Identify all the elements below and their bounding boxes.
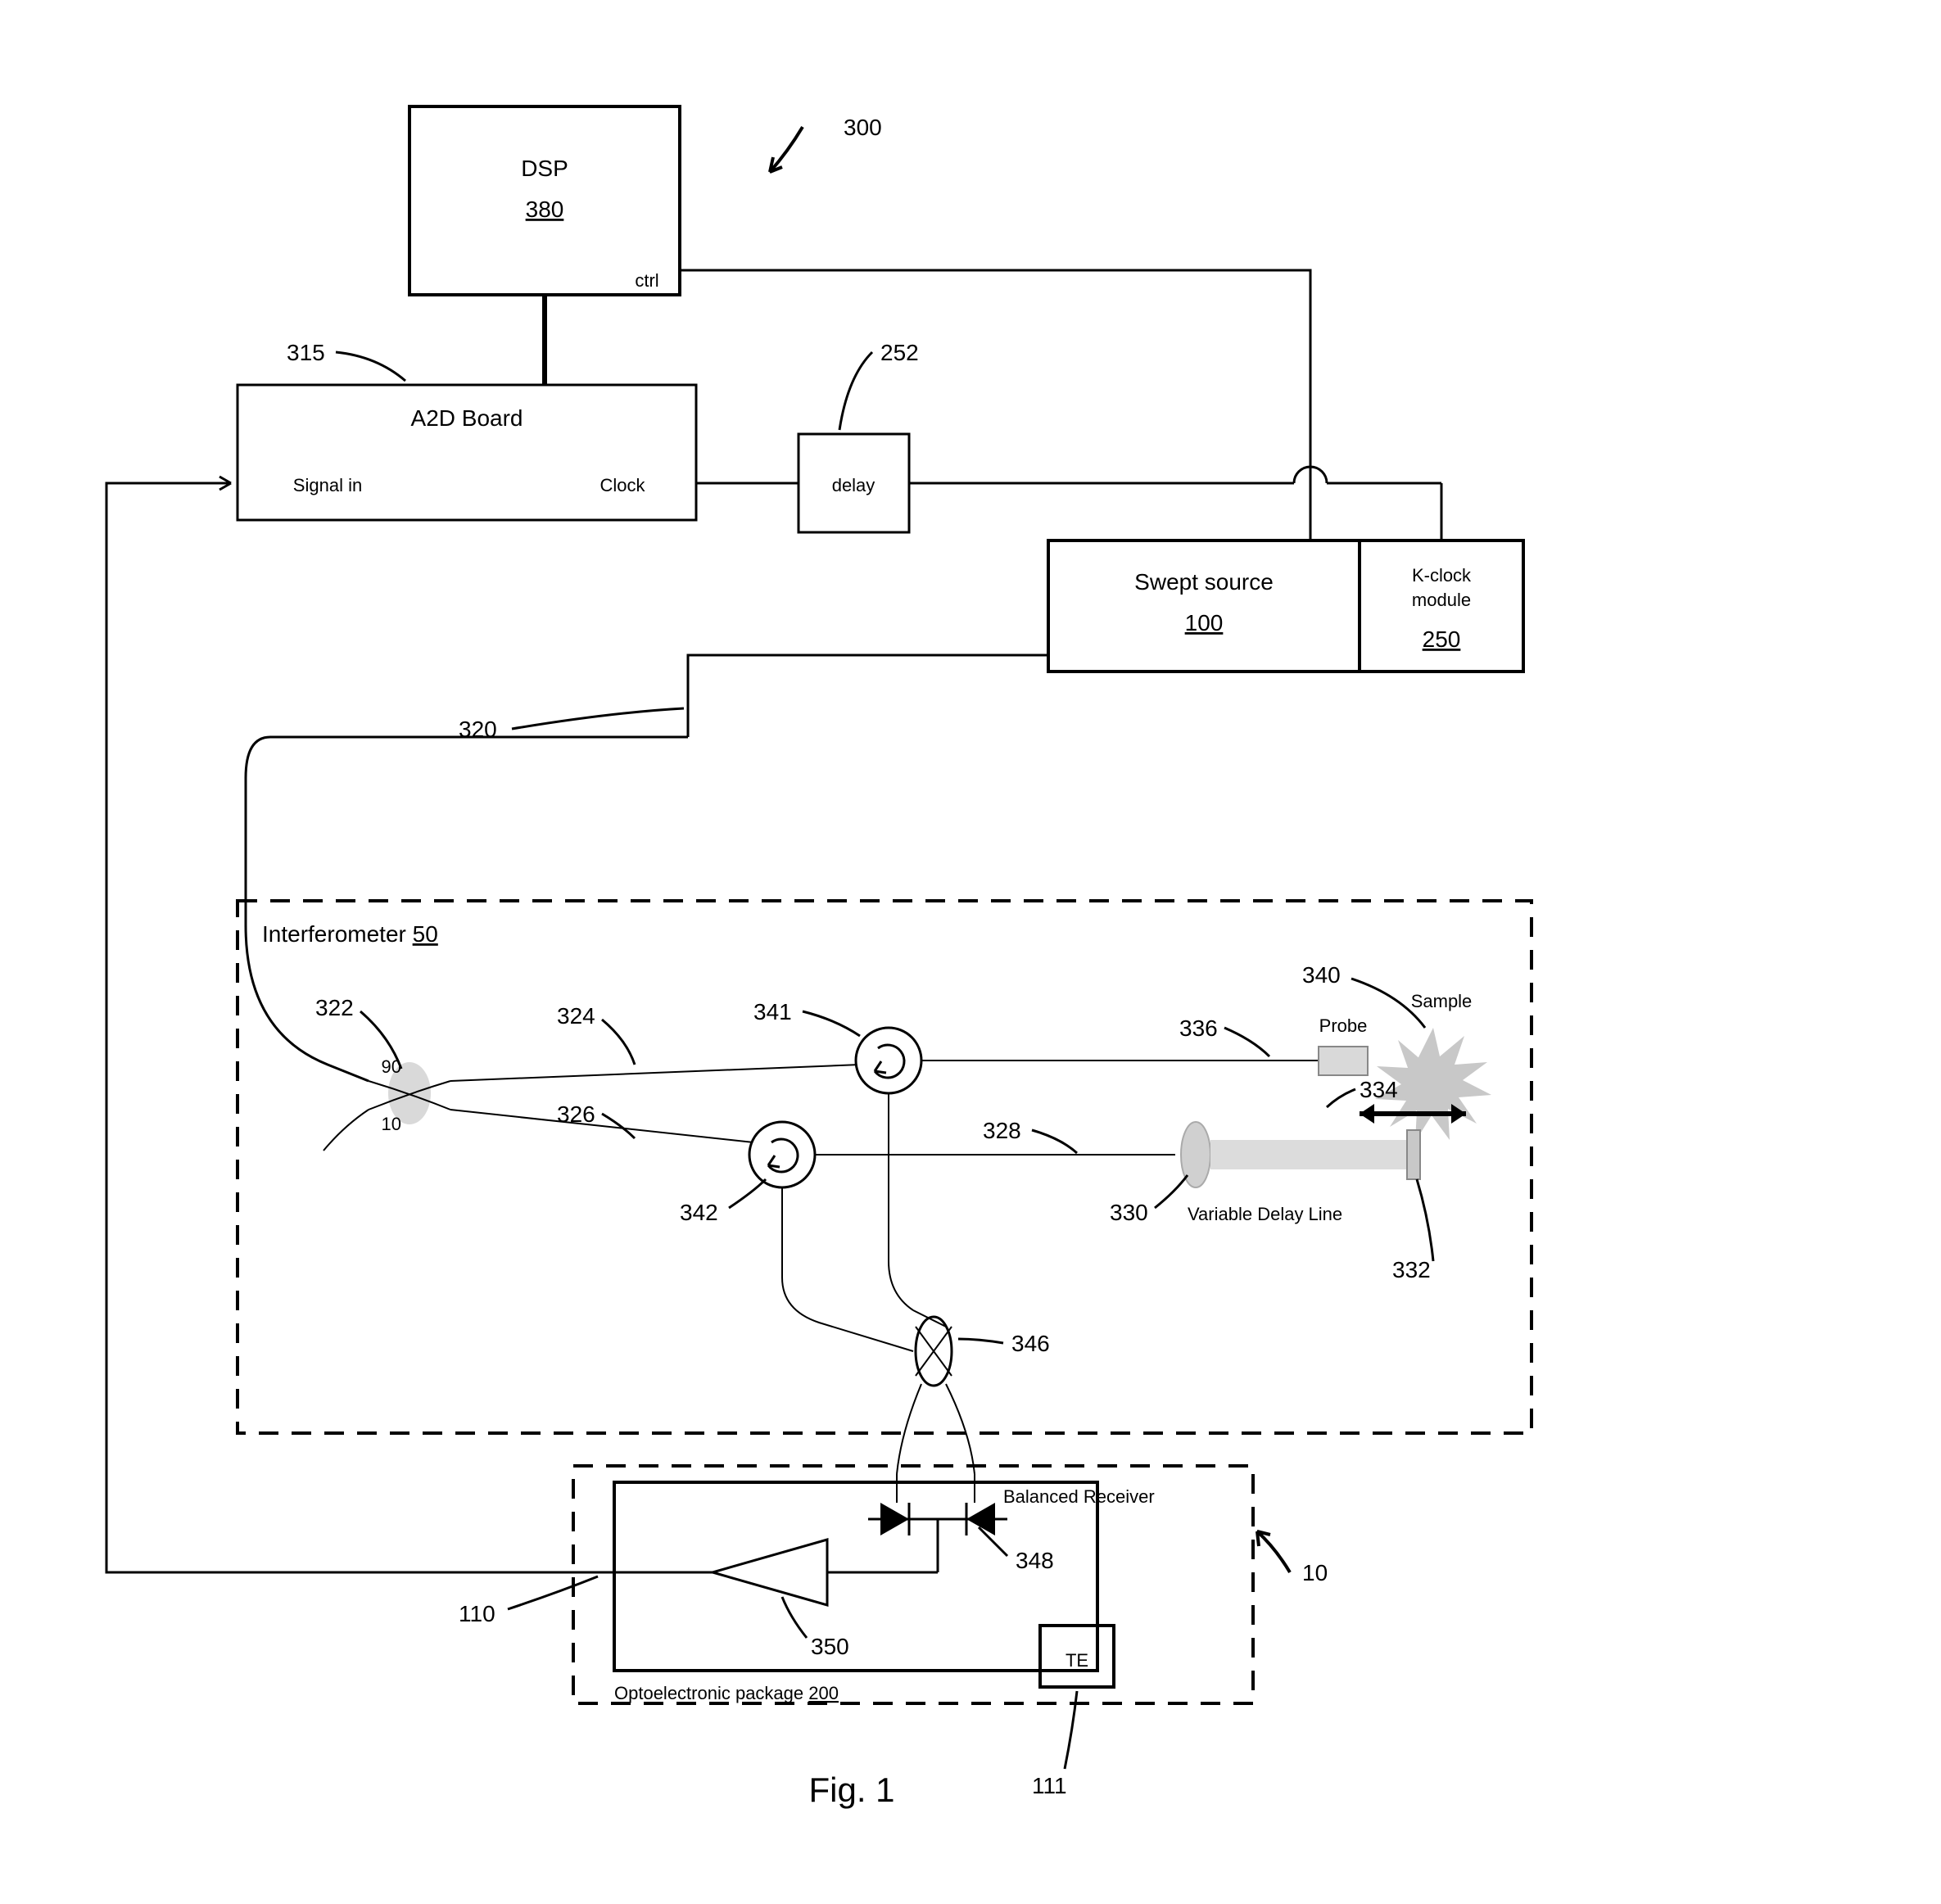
mirror-332-callout: 332 xyxy=(1392,1179,1433,1282)
a2d-board: A2D Board Signal in Clock xyxy=(238,385,696,520)
kclock-label-1: K-clock xyxy=(1412,565,1472,586)
amplifier-350 xyxy=(614,1540,827,1605)
balanced-348-ref: 348 xyxy=(1016,1548,1054,1573)
figure-label: Fig. 1 xyxy=(808,1771,894,1809)
diagram-container: DSP 380 ctrl 300 A2D Board Signal in Clo… xyxy=(0,0,1941,1904)
delay-ref-callout: 252 xyxy=(839,340,919,430)
kclock-block: K-clock module 250 xyxy=(1360,540,1523,672)
mirror-332 xyxy=(1407,1130,1420,1179)
combiner-346 xyxy=(916,1317,952,1386)
arrow-334-ref: 334 xyxy=(1360,1077,1398,1102)
kclock-ref: 250 xyxy=(1423,626,1461,652)
probe: Probe xyxy=(1319,1015,1368,1075)
ratio-bot: 10 xyxy=(382,1114,401,1134)
delay-to-kclock xyxy=(909,467,1441,540)
te-111-ref: 111 xyxy=(1032,1773,1067,1798)
amp-350-ref: 350 xyxy=(811,1634,849,1659)
ctrl-line xyxy=(680,270,1310,540)
opto-label: Optoelectronic package 200 xyxy=(614,1683,839,1703)
ctrl-label: ctrl xyxy=(635,270,658,291)
balanced-348-callout: 348 xyxy=(979,1527,1054,1573)
dsp-block: DSP 380 ctrl xyxy=(409,106,680,295)
mirror-332-ref: 332 xyxy=(1392,1257,1431,1282)
system-ref: 300 xyxy=(844,115,882,140)
opto-10-callout: 10 xyxy=(1257,1531,1328,1585)
balanced-receiver xyxy=(827,1474,1007,1572)
delay-label: delay xyxy=(832,475,875,495)
a2d-ref-callout: 315 xyxy=(287,340,405,381)
fiber-328-ref: 328 xyxy=(983,1118,1021,1143)
a2d-ref: 315 xyxy=(287,340,325,365)
delay-block: delay xyxy=(799,434,909,532)
circ341-down xyxy=(889,1093,913,1310)
circ-341-ref: 341 xyxy=(753,999,792,1024)
fiber-336-callout: 336 xyxy=(1179,1015,1269,1056)
dsp-label: DSP xyxy=(521,156,568,181)
opto-10-ref: 10 xyxy=(1302,1560,1328,1585)
sample-splat: Sample xyxy=(1375,991,1491,1142)
combiner-346-callout: 346 xyxy=(958,1331,1050,1356)
te-111-callout: 111 xyxy=(1032,1691,1077,1798)
te-block: TE xyxy=(1040,1626,1114,1687)
lens-330-ref: 330 xyxy=(1110,1200,1148,1225)
combiner-346-ref: 346 xyxy=(1011,1331,1050,1356)
interferometer-label: Interferometer 50 xyxy=(262,921,438,947)
swept-out-horizontal xyxy=(688,655,1048,712)
circ-342-callout: 342 xyxy=(680,1179,766,1225)
fiber-336-ref: 336 xyxy=(1179,1015,1218,1041)
sample-340-ref: 340 xyxy=(1302,962,1341,988)
amp-350-callout: 350 xyxy=(782,1597,849,1659)
dsp-ref: 380 xyxy=(526,197,564,222)
kclock-label-2: module xyxy=(1412,590,1471,610)
signal-110-ref: 110 xyxy=(459,1601,495,1626)
coupler-322-ref: 322 xyxy=(315,995,354,1020)
arrow-334-callout: 334 xyxy=(1327,1077,1398,1107)
arm-324-callout: 324 xyxy=(557,1003,635,1065)
signal-110-callout: 110 xyxy=(459,1576,598,1626)
circ342-down xyxy=(782,1187,913,1351)
a2d-label: A2D Board xyxy=(411,405,523,431)
signal-return-line xyxy=(106,483,614,1572)
vdl-label: Variable Delay Line xyxy=(1188,1204,1342,1224)
circulator-341 xyxy=(856,1028,921,1093)
swept-source-block: Swept source 100 xyxy=(1048,540,1360,672)
probe-label: Probe xyxy=(1319,1015,1368,1036)
signal-in-label: Signal in xyxy=(293,475,362,495)
balanced-rx-label: Balanced Receiver xyxy=(1003,1486,1155,1507)
sample-label: Sample xyxy=(1411,991,1473,1011)
arm-324-ref: 324 xyxy=(557,1003,595,1029)
fiber-320-curve xyxy=(246,737,688,1081)
arm-324 xyxy=(450,1065,860,1081)
te-label: TE xyxy=(1066,1650,1088,1671)
swept-label: Swept source xyxy=(1134,569,1274,595)
circ-342-ref: 342 xyxy=(680,1200,718,1225)
system-ref-callout: 300 xyxy=(770,115,882,172)
lens-330-callout: 330 xyxy=(1110,1175,1188,1225)
circulator-342 xyxy=(749,1122,815,1187)
beam xyxy=(1210,1140,1407,1169)
combiner-out-left xyxy=(897,1384,921,1474)
clock-label: Clock xyxy=(599,475,645,495)
arm-326-callout: 326 xyxy=(557,1101,635,1138)
opto-package-box xyxy=(614,1482,1097,1671)
delay-ref: 252 xyxy=(880,340,919,365)
arm-326-ref: 326 xyxy=(557,1101,595,1127)
fiber-328-callout: 328 xyxy=(983,1118,1077,1153)
combiner-out-right xyxy=(946,1384,975,1474)
circ-341-callout: 341 xyxy=(753,999,860,1036)
swept-ref: 100 xyxy=(1185,610,1224,635)
